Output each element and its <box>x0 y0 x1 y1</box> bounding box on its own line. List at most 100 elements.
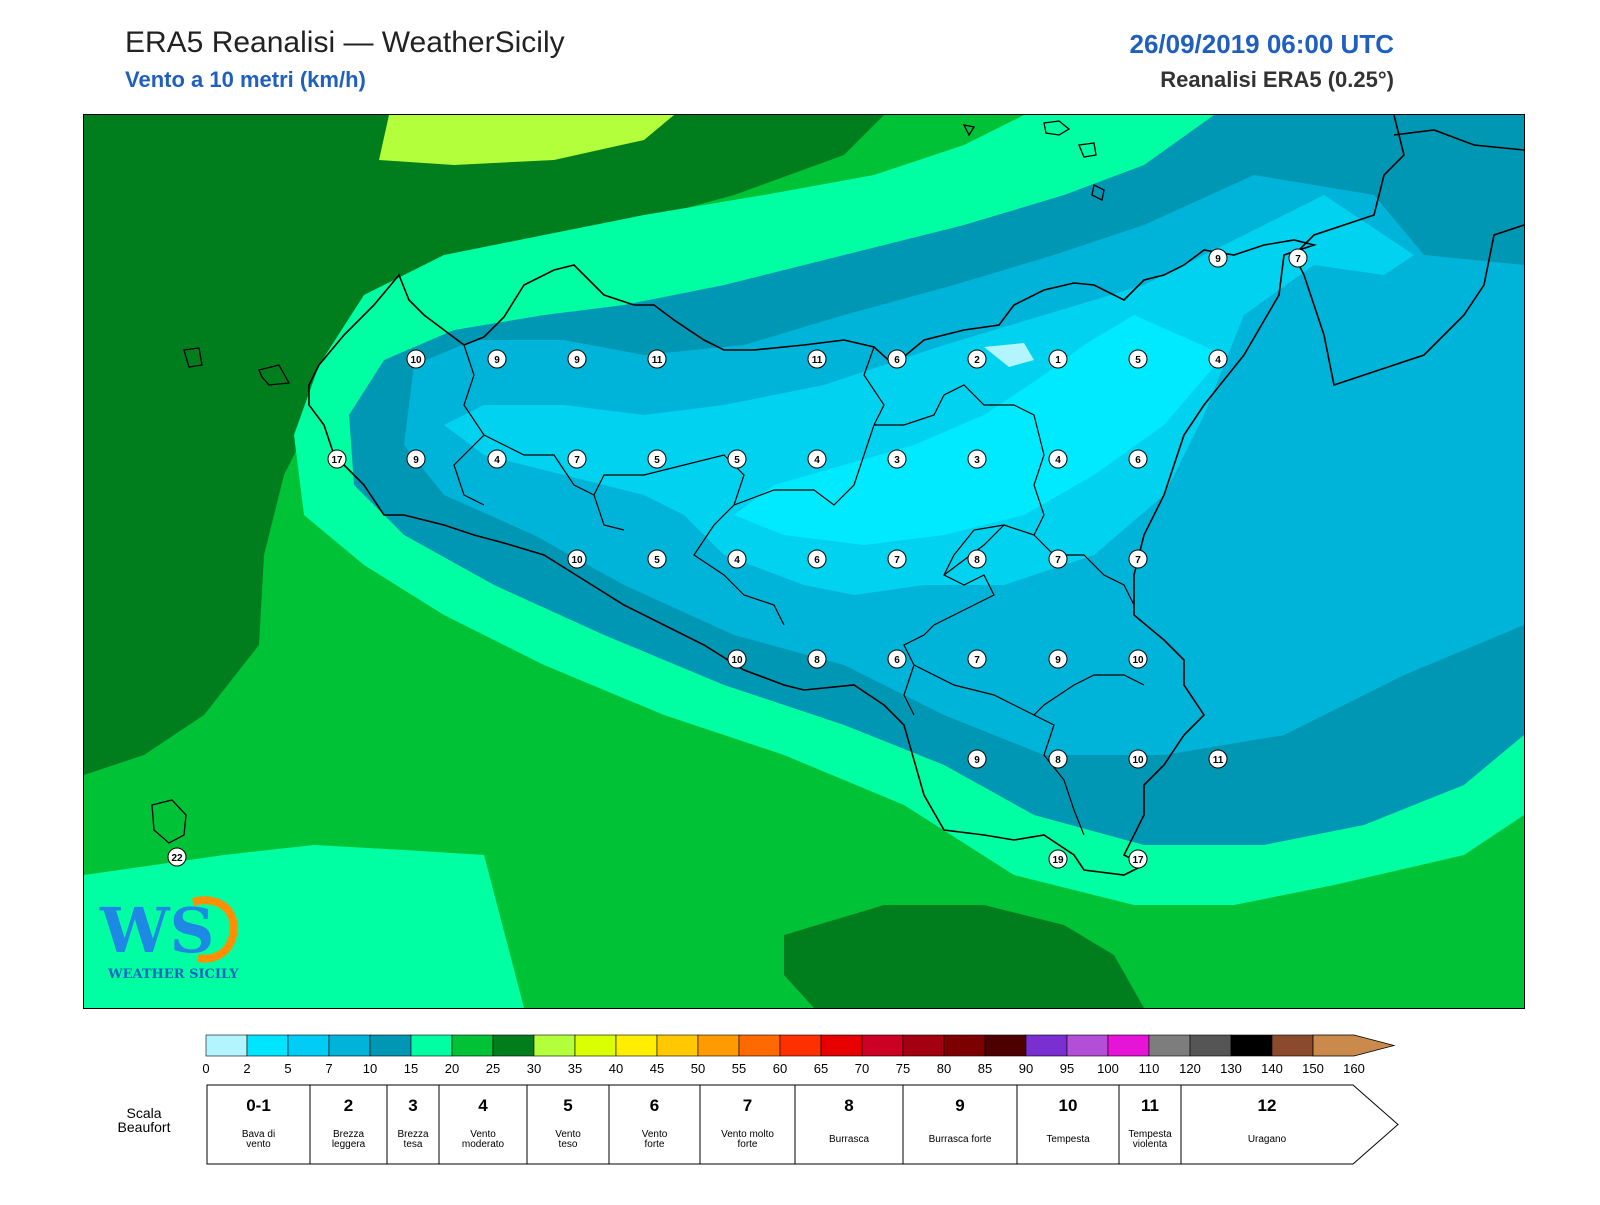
wind-marker: 10 <box>1128 749 1148 769</box>
beaufort-number: 6 <box>650 1096 659 1115</box>
wind-marker: 6 <box>887 349 907 369</box>
beaufort-number: 11 <box>1141 1096 1159 1115</box>
colorbar-tick-label: 7 <box>325 1061 332 1076</box>
beaufort-label: Tempesta <box>1046 1134 1090 1145</box>
legend-svg: 0 2 5 7 10 15 20 25 30 35 40 45 50 55 60 65 70 75 80 85 90 95… <box>118 1034 1399 1165</box>
weather-sicily-logo: WS WEATHER SICILY <box>98 890 248 990</box>
wind-marker-value: 8 <box>974 555 980 566</box>
colorbar-swatch <box>1271 1034 1314 1057</box>
aeolian-islands <box>962 120 1105 201</box>
wind-marker: 9 <box>1208 248 1228 268</box>
wind-marker-circle <box>487 349 507 369</box>
wind-marker: 5 <box>727 449 747 469</box>
colorbar-tick-label: 55 <box>732 1061 746 1076</box>
colorbar-tick-label: 5 <box>284 1061 291 1076</box>
wind-marker-value: 4 <box>494 455 500 466</box>
wind-value-markers: 10 9 9 11 11 6 2 1 5 4 9 7 17 9 4 7 5 5 4 3 3 4 6 10 5 4 6 7 8 7 7 10 8 6… <box>167 248 1308 869</box>
wind-marker: 9 <box>487 349 507 369</box>
wind-marker-circle <box>1048 849 1068 869</box>
wind-band-0-2 <box>984 343 1034 367</box>
beaufort-label: Burrasca <box>829 1134 869 1145</box>
wind-marker-value: 9 <box>974 755 980 766</box>
colorbar-tick-label: 70 <box>855 1061 869 1076</box>
wind-marker: 8 <box>1048 749 1068 769</box>
colorbar-swatch <box>1312 1034 1396 1057</box>
wind-marker-circle <box>647 349 667 369</box>
map-subtitle: Vento a 10 metri (km/h) <box>125 67 366 92</box>
wind-marker: 5 <box>647 449 667 469</box>
colorbar-swatch <box>533 1034 576 1057</box>
wind-marker-value: 4 <box>734 555 740 566</box>
colorbar-tick-label: 100 <box>1097 1061 1119 1076</box>
wind-marker-value: 11 <box>812 355 823 366</box>
colorbar-swatch <box>820 1034 863 1057</box>
wind-marker: 10 <box>1128 649 1148 669</box>
colorbar-tick-label: 10 <box>363 1061 377 1076</box>
wind-marker-circle <box>887 649 907 669</box>
wind-marker: 6 <box>1128 449 1148 469</box>
wind-marker-value: 10 <box>571 555 583 566</box>
wind-marker-circle <box>727 449 747 469</box>
wind-marker-value: 5 <box>1135 355 1141 366</box>
wind-band-25-30 <box>84 115 884 775</box>
wind-marker-value: 17 <box>1132 855 1144 866</box>
data-source: Reanalisi ERA5 (0.25°) <box>1160 67 1394 92</box>
wind-marker-value: 9 <box>494 355 500 366</box>
wind-map: 10 9 9 11 11 6 2 1 5 4 9 7 17 9 4 7 5 5 4 3 3 4 6 10 5 4 6 7 8 7 7 10 8 6… <box>83 114 1525 1009</box>
wind-marker: 10 <box>567 549 587 569</box>
colorbar-tick-label: 65 <box>814 1061 828 1076</box>
wind-marker-circle <box>1128 349 1148 369</box>
wind-marker: 9 <box>406 449 426 469</box>
beaufort-label: Uragano <box>1248 1134 1287 1145</box>
colorbar-tick-label: 75 <box>896 1061 910 1076</box>
wind-marker: 4 <box>1048 449 1068 469</box>
wind-marker-circle <box>807 549 827 569</box>
beaufort-title: Scala Beaufort <box>118 1105 171 1135</box>
beaufort-number: 7 <box>743 1096 752 1115</box>
colorbar-swatch <box>1148 1034 1191 1057</box>
sicily-coastline <box>308 239 1317 876</box>
wind-band-2-5 <box>734 315 1224 545</box>
colorbar-swatch <box>451 1034 494 1057</box>
wind-marker: 7 <box>1048 549 1068 569</box>
wind-marker-value: 19 <box>1052 855 1064 866</box>
wind-marker-circle <box>1048 749 1068 769</box>
wind-marker-value: 6 <box>1135 455 1141 466</box>
wind-marker-circle <box>887 449 907 469</box>
colorbar-swatch <box>1066 1034 1109 1057</box>
wind-marker-value: 5 <box>734 455 740 466</box>
wind-marker-circle <box>647 549 667 569</box>
colorbar-swatch <box>779 1034 822 1057</box>
wind-marker-circle <box>1128 649 1148 669</box>
colorbar-tick-label: 130 <box>1220 1061 1242 1076</box>
wind-marker-value: 10 <box>731 655 743 666</box>
wind-marker: 4 <box>807 449 827 469</box>
wind-marker-value: 10 <box>1132 755 1144 766</box>
logo-swoosh <box>191 896 238 963</box>
wind-band-5-7 <box>444 195 1414 595</box>
colorbar-tick-label: 35 <box>568 1061 582 1076</box>
beaufort-number: 10 <box>1059 1096 1078 1115</box>
wind-marker-circle <box>1128 749 1148 769</box>
colorbar-swatch <box>328 1034 371 1057</box>
wind-marker-circle <box>1048 449 1068 469</box>
wind-marker: 10 <box>727 649 747 669</box>
colorbar-tick-label: 110 <box>1139 1061 1160 1076</box>
wind-marker-circle <box>967 749 987 769</box>
beaufort-label: Vento teso <box>555 1129 581 1150</box>
wind-marker: 2 <box>967 349 987 369</box>
wind-band-25-30-south <box>784 905 1144 1008</box>
wind-marker-circle <box>887 349 907 369</box>
beaufort-outline <box>206 1084 1399 1165</box>
colorbar-swatch <box>205 1034 248 1057</box>
wind-marker: 3 <box>887 449 907 469</box>
wind-marker-circle <box>967 549 987 569</box>
map-title: ERA5 Reanalisi — WeatherSicily <box>125 26 565 59</box>
beaufort-number: 9 <box>955 1096 964 1115</box>
wind-marker: 7 <box>567 449 587 469</box>
beaufort-number: 3 <box>408 1096 417 1115</box>
wind-marker-circle <box>967 449 987 469</box>
wind-marker-circle <box>1048 649 1068 669</box>
wind-marker-value: 9 <box>413 455 419 466</box>
wind-marker-circle <box>406 449 426 469</box>
